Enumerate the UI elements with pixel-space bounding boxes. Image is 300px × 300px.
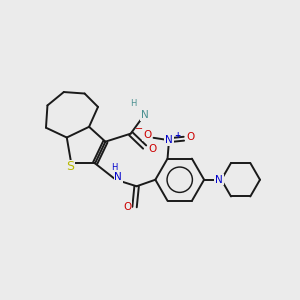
Text: H: H xyxy=(130,99,136,108)
Text: S: S xyxy=(66,160,74,173)
Text: −: − xyxy=(135,124,143,134)
Text: O: O xyxy=(123,202,131,212)
Text: +: + xyxy=(174,131,181,140)
Text: N: N xyxy=(165,135,173,145)
Text: N: N xyxy=(114,172,122,182)
Text: O: O xyxy=(143,130,151,140)
Text: O: O xyxy=(149,144,157,154)
Text: N: N xyxy=(215,175,223,185)
Text: O: O xyxy=(186,132,194,142)
Text: N: N xyxy=(141,110,148,120)
Text: H: H xyxy=(111,163,118,172)
